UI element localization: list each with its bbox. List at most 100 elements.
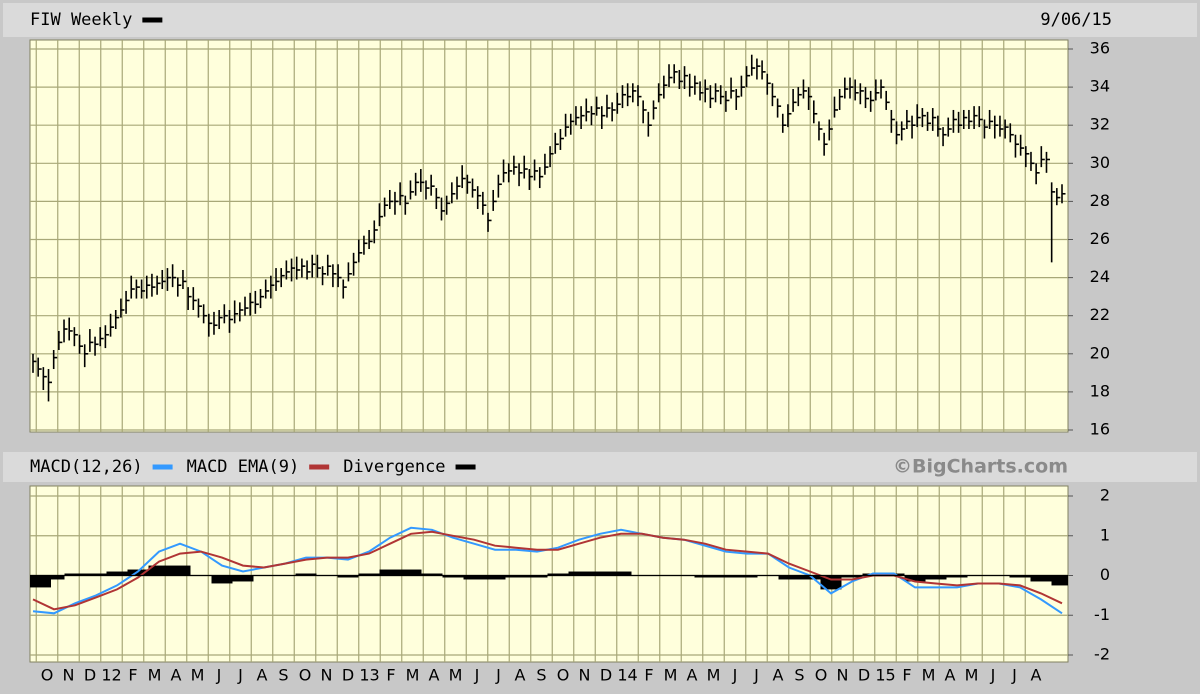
x-tick-label: D [342,666,354,685]
legend-swatch [455,464,476,470]
divergence-bar [610,571,632,576]
x-tick-label: O [299,666,312,685]
divergence-bar [43,575,65,580]
x-tick-label: O [557,666,570,685]
x-tick-label: A [687,666,698,685]
x-tick-label: A [429,666,440,685]
legend-label: Divergence [343,457,445,477]
x-tick-label: 12 [101,666,121,685]
x-tick-label: M [922,666,936,685]
divergence-bar [946,575,968,578]
divergence-bar [505,575,527,578]
x-tick-label: S [794,666,804,685]
y-tick-label: -1 [1094,605,1110,624]
divergence-bar [400,569,422,576]
divergence-bar [1051,575,1068,586]
divergence-bar [295,573,317,576]
x-tick-label: J [753,666,759,685]
x-tick-label: M [406,666,420,685]
divergence-bar [736,575,758,578]
x-tick-label: J [990,666,996,685]
divergence-bar [715,575,737,578]
legend-label: MACD(12,26) [30,457,143,477]
x-tick-label: D [84,666,96,685]
header-bar [3,452,1197,482]
y-tick-label: 28 [1090,191,1110,210]
x-tick-label: 14 [617,666,637,685]
y-tick-label: 20 [1090,343,1110,362]
x-tick-label: N [321,666,333,685]
divergence-bar [925,575,947,580]
x-tick-label: J [474,666,480,685]
x-tick-label: M [449,666,463,685]
divergence-bar [547,573,569,576]
divergence-bar [169,565,191,576]
x-tick-label: S [536,666,546,685]
x-tick-label: N [579,666,591,685]
x-tick-label: S [278,666,288,685]
x-tick-label: F [902,666,911,685]
x-tick-label: D [858,666,870,685]
x-tick-label: M [707,666,721,685]
legend-label: MACD EMA(9) [187,457,300,477]
y-tick-label: 18 [1090,381,1110,400]
divergence-bar [148,565,170,576]
x-tick-label: A [257,666,268,685]
divergence-bar [358,573,380,576]
divergence-bar [421,573,443,576]
x-tick-label: M [965,666,979,685]
divergence-bar [337,575,359,578]
x-tick-label: A [515,666,526,685]
divergence-bar [694,575,716,578]
x-tick-label: M [191,666,205,685]
x-tick-label: M [148,666,162,685]
x-tick-label: O [41,666,54,685]
divergence-bar [64,573,86,576]
x-tick-label: A [945,666,956,685]
legend-label: FIW Weekly [30,10,132,30]
x-tick-label: J [732,666,738,685]
x-tick-label: F [128,666,137,685]
divergence-bar [799,575,821,580]
credit: ©BigCharts.com [893,456,1068,478]
y-tick-label: 0 [1100,565,1110,584]
y-tick-label: 1 [1100,525,1110,544]
x-tick-label: J [216,666,222,685]
y-tick-label: 30 [1090,153,1110,172]
divergence-bar [442,575,464,578]
divergence-bar [85,573,107,576]
divergence-bar [379,569,401,576]
x-tick-label: J [495,666,501,685]
divergence-bar [232,575,254,582]
x-tick-label: 13 [359,666,379,685]
x-tick-label: N [837,666,849,685]
x-tick-label: M [664,666,678,685]
legend-swatch [152,464,173,470]
y-tick-label: 22 [1090,305,1110,324]
divergence-bar [463,575,485,580]
divergence-bar [568,571,590,576]
x-tick-label: F [386,666,395,685]
x-tick-label: N [63,666,75,685]
x-tick-label: A [1031,666,1042,685]
header-bar [3,3,1197,37]
x-tick-label: J [1011,666,1017,685]
divergence-bar [589,571,611,576]
y-tick-label: 26 [1090,229,1110,248]
y-tick-label: -2 [1094,645,1110,664]
divergence-bar [106,571,128,576]
price-panel [29,39,1069,433]
x-tick-label: J [237,666,243,685]
x-tick-label: D [600,666,612,685]
y-tick-label: 24 [1090,267,1110,286]
x-tick-label: F [644,666,653,685]
y-tick-label: 16 [1090,420,1110,439]
y-tick-label: 2 [1100,486,1110,505]
divergence-bar [778,575,800,580]
y-tick-label: 32 [1090,115,1110,134]
divergence-bar [1030,575,1052,582]
divergence-bar [526,575,548,578]
divergence-bar [841,575,863,578]
